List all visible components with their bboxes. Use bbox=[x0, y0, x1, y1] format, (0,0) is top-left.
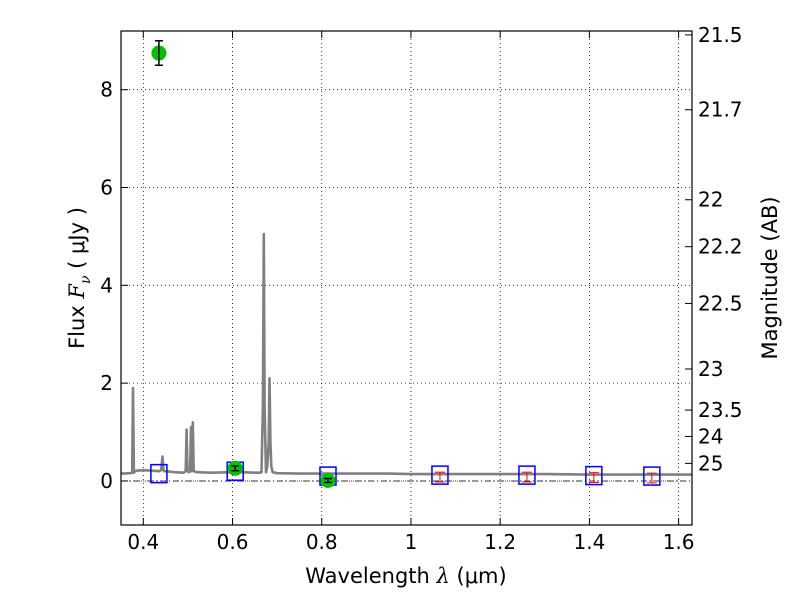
y-axis-title-subscript: ν bbox=[78, 275, 94, 284]
model-photometry-square bbox=[518, 465, 536, 485]
plot-frame bbox=[120, 30, 693, 526]
x-axis-title-prefix: Wavelength bbox=[305, 564, 436, 588]
model-photometry-square bbox=[585, 465, 603, 486]
x-tick-label: 1.6 bbox=[663, 530, 695, 554]
y-tick-label: 2 bbox=[100, 371, 113, 395]
y2-tick-label: 21.5 bbox=[698, 23, 743, 47]
y-tick-label: 4 bbox=[100, 273, 113, 297]
y-tick-label: 0 bbox=[100, 469, 113, 493]
y2-tick-label: 25 bbox=[698, 451, 723, 475]
y2-tick-label: 22 bbox=[698, 188, 723, 212]
plot-background bbox=[121, 31, 692, 525]
y-axis-title-unit: ( μJy ) bbox=[65, 207, 89, 275]
y2-tick-label: 23.5 bbox=[698, 398, 743, 422]
model-photometry-square bbox=[431, 465, 449, 485]
y2-tick-label: 23 bbox=[698, 357, 723, 381]
spectrum-line bbox=[121, 232, 692, 476]
x-tick-label: 0.6 bbox=[217, 530, 249, 554]
y2-axis-title: Magnitude (AB) bbox=[758, 196, 782, 359]
x-axis-title: Wavelength λ (μm) bbox=[305, 564, 506, 588]
y2-tick-label: 21.7 bbox=[698, 98, 743, 122]
y-tick-label: 8 bbox=[100, 78, 113, 102]
model-photometry-square bbox=[150, 463, 168, 484]
y2-tick-label: 22.2 bbox=[698, 235, 743, 259]
x-axis-title-symbol: λ bbox=[436, 564, 450, 588]
y2-tick-label: 22.5 bbox=[698, 291, 743, 315]
x-tick-label: 0.4 bbox=[127, 530, 159, 554]
x-tick-label: 1 bbox=[405, 530, 418, 554]
x-axis-title-unit: (μm) bbox=[450, 564, 507, 588]
ticks: 0.4 0.6 0.8 1 1.2 1.4 1.60246821.521.72222.222… bbox=[100, 23, 742, 554]
y-axis-title-prefix: Flux bbox=[65, 299, 89, 349]
x-tick-label: 1.2 bbox=[484, 530, 516, 554]
y-axis-title: Flux Fν ( μJy ) bbox=[65, 207, 94, 349]
y-axis-title-symbol: F bbox=[65, 283, 89, 300]
x-tick-label: 0.8 bbox=[306, 530, 338, 554]
x-tick-label: 1.4 bbox=[573, 530, 605, 554]
y-tick-label: 6 bbox=[100, 176, 113, 200]
y2-tick-label: 24 bbox=[698, 424, 723, 448]
data-layer bbox=[121, 40, 692, 488]
model-photometry-square bbox=[643, 466, 661, 486]
